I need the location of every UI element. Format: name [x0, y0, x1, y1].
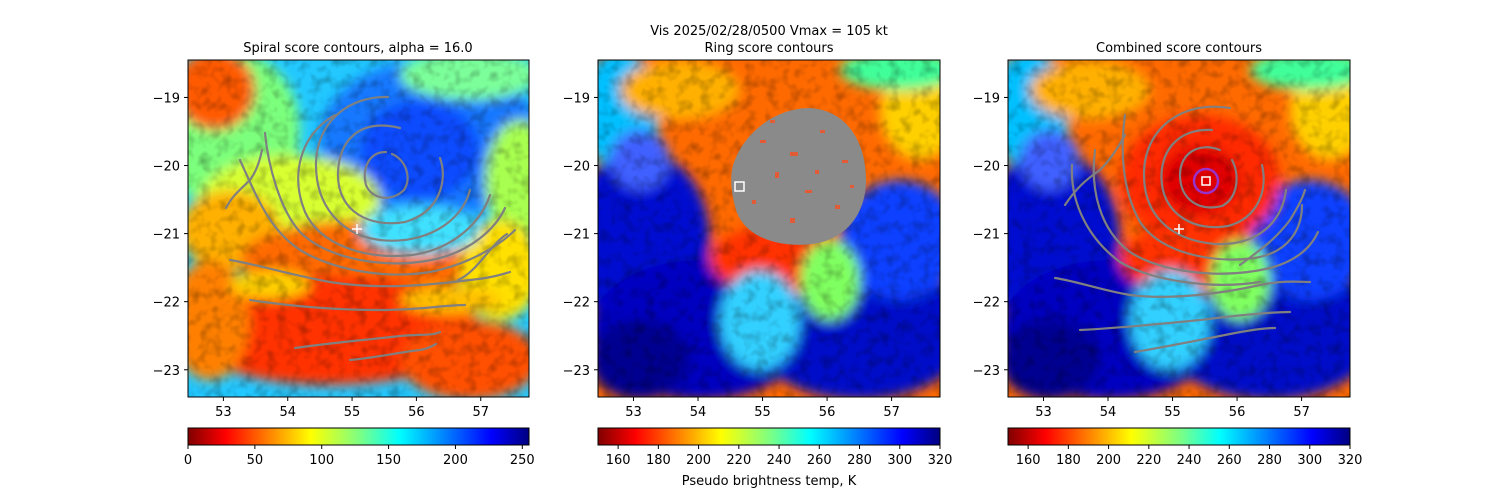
- spiral-colorbar-ticks: 0 50 100 150 200 250: [184, 445, 535, 468]
- combined-ytick-label: −21: [973, 228, 1000, 243]
- spiral-contours: [224, 95, 517, 362]
- ring-score-region: [731, 108, 866, 245]
- ring-colorbar-tick-label: 240: [767, 453, 792, 468]
- combined-xtick-label: 53: [1035, 405, 1052, 420]
- ring-ytick-label: −19: [563, 91, 590, 106]
- ring-xtick-label: 54: [690, 405, 707, 420]
- combined-heatmap: [1008, 60, 1350, 397]
- spiral-xtick-label: 57: [472, 405, 489, 420]
- spiral-panel-title: Spiral score contours, alpha = 16.0: [243, 41, 472, 56]
- spiral-ytick-label: −21: [153, 228, 180, 243]
- ring-xtick-label: 56: [819, 405, 836, 420]
- spiral-ytick-label: −20: [153, 160, 180, 175]
- spiral-colorbar-tick-label: 50: [247, 453, 264, 468]
- combined-colorbar-tick-label: 260: [1217, 453, 1242, 468]
- spiral-colorbar-tick-label: 100: [309, 453, 334, 468]
- combined-xtick-label: 57: [1293, 405, 1310, 420]
- ring-panel-title: Ring score contours: [704, 41, 833, 56]
- combined-ytick-label: −22: [973, 296, 1000, 311]
- combined-xtick-label: 55: [1164, 405, 1181, 420]
- spiral-marker-plus: [352, 224, 362, 234]
- spiral-colorbar-tick-label: 250: [510, 453, 535, 468]
- combined-marker-square: [1201, 176, 1211, 186]
- spiral-axes: 53 54 55 56 57 −19 −20 −21 −22 −23: [153, 91, 489, 420]
- spiral-xtick-label: 53: [215, 405, 232, 420]
- ring-colorbar-tick-label: 180: [646, 453, 671, 468]
- ring-colorbar-tick-label: 220: [726, 453, 751, 468]
- spiral-colorbar-tick-label: 0: [184, 453, 192, 468]
- combined-contours: [1053, 105, 1320, 354]
- ring-colorbar-ticks: 160 180 200 220 240 260 280 300 320: [606, 445, 953, 468]
- spiral-colorbar-tick-label: 200: [443, 453, 468, 468]
- combined-colorbar-tick-label: 220: [1136, 453, 1161, 468]
- spiral-xtick-label: 54: [279, 405, 296, 420]
- combined-colorbar-tick-label: 320: [1338, 453, 1363, 468]
- ring-marker-square: [734, 181, 745, 192]
- spiral-panel: Spiral score contours, alpha = 16.0: [153, 41, 535, 468]
- combined-marker-circle: [1192, 167, 1220, 195]
- spiral-colorbar: [187, 427, 530, 446]
- ring-colorbar-tick-label: 200: [686, 453, 711, 468]
- ring-colorbar: [597, 427, 941, 446]
- colorbar-label: Pseudo brightness temp, K: [682, 474, 857, 489]
- ring-ytick-label: −21: [563, 228, 590, 243]
- combined-panel-title: Combined score contours: [1096, 41, 1262, 56]
- combined-marker-plus: [1174, 224, 1184, 234]
- spiral-ytick-label: −19: [153, 91, 180, 106]
- combined-xtick-label: 56: [1229, 405, 1246, 420]
- figure-suptitle: Vis 2025/02/28/0500 Vmax = 105 kt: [650, 24, 888, 39]
- combined-colorbar-tick-label: 160: [1016, 453, 1041, 468]
- spiral-xtick-label: 56: [408, 405, 425, 420]
- spiral-ytick-label: −23: [153, 364, 180, 379]
- ring-colorbar-tick-label: 160: [606, 453, 631, 468]
- ring-ytick-label: −20: [563, 160, 590, 175]
- combined-ytick-label: −20: [973, 160, 1000, 175]
- ring-xtick-label: 57: [883, 405, 900, 420]
- ring-colorbar-tick-label: 320: [928, 453, 953, 468]
- combined-panel: Combined score contours: [973, 41, 1363, 468]
- spiral-heatmap: [188, 60, 529, 397]
- combined-colorbar-tick-label: 280: [1257, 453, 1282, 468]
- combined-colorbar-tick-label: 300: [1297, 453, 1322, 468]
- ring-xtick-label: 53: [625, 405, 642, 420]
- combined-ytick-label: −23: [973, 364, 1000, 379]
- ring-ytick-label: −22: [563, 296, 590, 311]
- combined-colorbar-tick-label: 180: [1056, 453, 1081, 468]
- combined-colorbar-tick-label: 240: [1177, 453, 1202, 468]
- spiral-xtick-label: 55: [344, 405, 361, 420]
- combined-colorbar: [1007, 427, 1351, 446]
- ring-xtick-label: 55: [754, 405, 771, 420]
- ring-colorbar-tick-label: 260: [807, 453, 832, 468]
- ring-axes: 53 54 55 56 57 −19 −20 −21 −22 −23: [563, 91, 900, 420]
- ring-ytick-label: −23: [563, 364, 590, 379]
- spiral-colorbar-tick-label: 150: [376, 453, 401, 468]
- combined-colorbar-ticks: 160 180 200 220 240 260 280 300 320: [1016, 445, 1363, 468]
- ring-colorbar-tick-label: 280: [847, 453, 872, 468]
- spiral-ytick-label: −22: [153, 296, 180, 311]
- ring-heatmap: [598, 60, 940, 397]
- combined-xtick-label: 54: [1100, 405, 1117, 420]
- combined-ytick-label: −19: [973, 91, 1000, 106]
- combined-axes: 53 54 55 56 57 −19 −20 −21 −22 −23: [973, 91, 1310, 420]
- combined-colorbar-tick-label: 200: [1096, 453, 1121, 468]
- ring-panel: Ring score contours: [563, 41, 953, 489]
- ring-colorbar-tick-label: 300: [887, 453, 912, 468]
